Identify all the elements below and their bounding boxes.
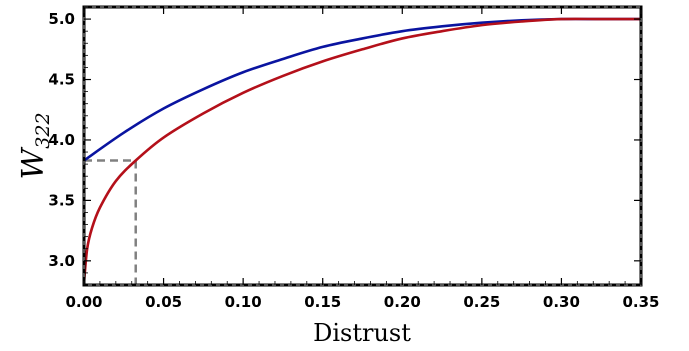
series-line-1: [82, 17, 643, 162]
frame-dash-overlay: [83, 6, 642, 286]
y-tick-label: 3.5: [48, 191, 75, 209]
y-tick-label: 4.0: [48, 131, 75, 149]
x-tick-label: 0.35: [622, 293, 659, 311]
y-tick-label: 3.0: [48, 252, 75, 270]
x-tick-label: 0.00: [65, 293, 102, 311]
tick-labels: 0.00 0.05 0.10 0.15 0.20 0.25 0.30 0.35 3.0 3.5 4.…: [48, 10, 659, 311]
x-tick-label: 0.25: [463, 293, 500, 311]
x-tick-label: 0.10: [225, 293, 262, 311]
x-tick-label: 0.20: [384, 293, 421, 311]
y-tick-label: 5.0: [48, 10, 75, 28]
axis-ticks: [83, 6, 642, 285]
y-tick-label: 4.5: [48, 71, 75, 89]
x-tick-label: 0.05: [145, 293, 182, 311]
x-axis-title: Distrust: [313, 319, 411, 347]
y-axis-title-subscript: 322: [32, 112, 54, 148]
x-tick-label: 0.30: [543, 293, 580, 311]
frame-dash-rect: [83, 6, 642, 286]
x-tick-label: 0.15: [304, 293, 341, 311]
y-axis-title-main: W: [16, 147, 51, 180]
series-line-2: [82, 17, 643, 284]
y-axis-title: W322: [16, 112, 54, 179]
guide-lines: [84, 159, 137, 285]
series-lines: [82, 17, 643, 284]
